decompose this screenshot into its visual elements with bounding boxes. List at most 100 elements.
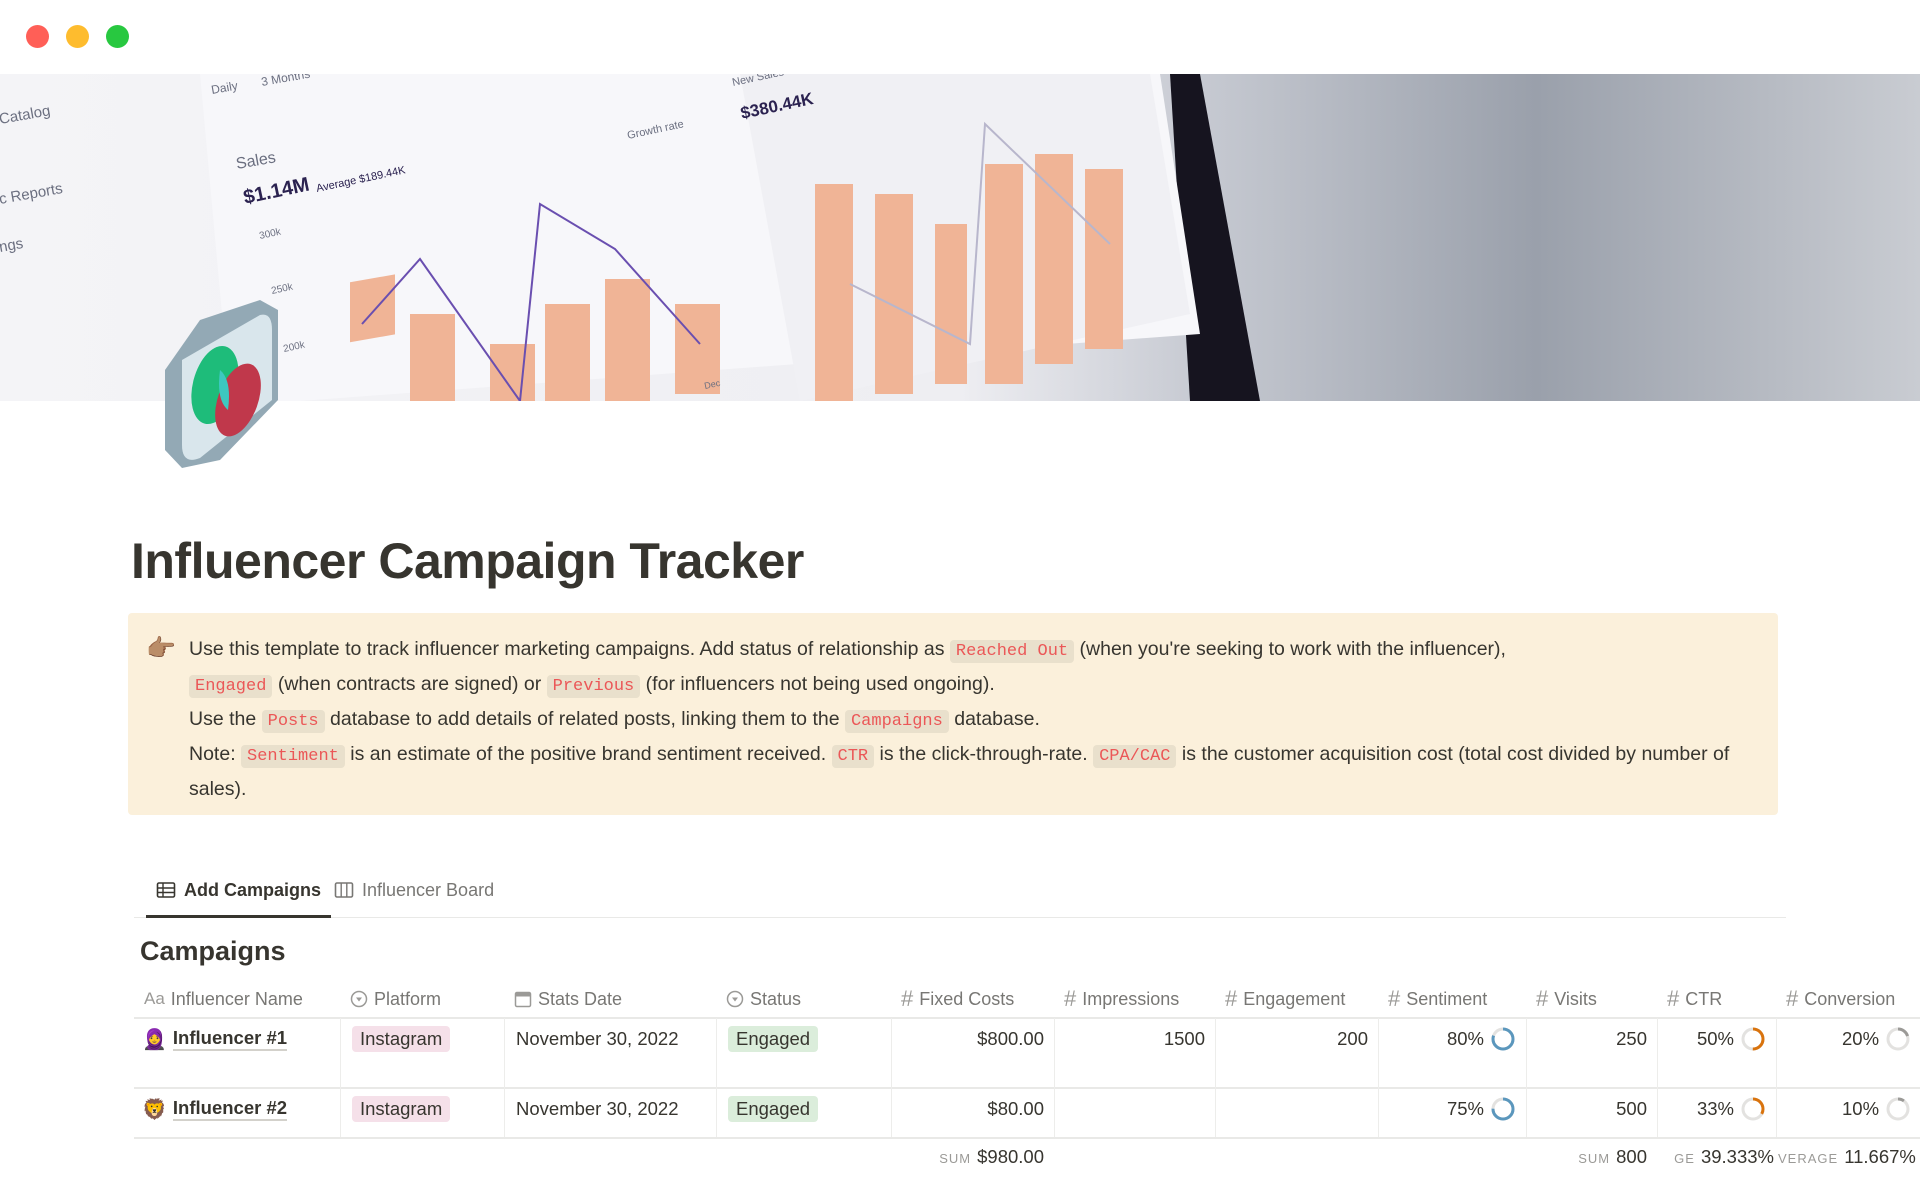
influencer-name-cell[interactable]: 🧕 Influencer #1 [142, 1026, 288, 1052]
fixed-costs-cell[interactable]: $80.00 [987, 1098, 1044, 1119]
column-divider [1378, 1018, 1379, 1137]
column-header-label: Platform [374, 988, 442, 1009]
callout-text-part: Use the [189, 708, 262, 730]
cover-text: Daily [210, 79, 239, 97]
engagement-cell[interactable]: 200 [1337, 1028, 1368, 1049]
row-divider [134, 1137, 1920, 1139]
window-titlebar [0, 0, 1920, 74]
cover-text: Sales [235, 149, 277, 173]
callout-text: Use this template to track influencer ma… [189, 633, 1738, 805]
column-header-status[interactable]: Status [716, 980, 891, 1018]
platform-cell[interactable]: Instagram [352, 1096, 451, 1122]
ctr-average[interactable]: GE 39.333% [1674, 1146, 1774, 1168]
cover-text: 200k [282, 339, 306, 354]
view-tabs: Add Campaigns Influencer Board [134, 870, 1786, 918]
code-reached-out: Reached Out [949, 640, 1075, 663]
conversion-cell[interactable]: 20% [1842, 1026, 1911, 1052]
conversion-progress-ring [1886, 1027, 1910, 1051]
code-previous: Previous [546, 675, 641, 698]
column-header-platform[interactable]: Platform [340, 980, 504, 1018]
column-header-influencer-name[interactable]: Aa Influencer Name [134, 980, 340, 1018]
column-divider [1657, 1018, 1658, 1137]
callout-text-part: database. [948, 708, 1040, 730]
database-title[interactable]: Campaigns [140, 936, 286, 966]
aggregate-value: 800 [1616, 1146, 1647, 1167]
close-window-button[interactable] [26, 25, 49, 48]
sentiment-progress-ring [1491, 1097, 1515, 1121]
sentiment-cell[interactable]: 80% [1447, 1026, 1516, 1052]
aggregate-value: 39.333% [1700, 1146, 1774, 1167]
influencer-name-link[interactable]: Influencer #1 [172, 1027, 288, 1051]
conversion-progress-ring [1886, 1097, 1910, 1121]
cover-text: ngs [0, 235, 25, 256]
sentiment-progress-ring [1491, 1027, 1515, 1051]
column-header-fixed-costs[interactable]: # Fixed Costs [891, 980, 1054, 1018]
column-header-label: Conversion [1804, 988, 1896, 1009]
tab-add-campaigns[interactable]: Add Campaigns [146, 880, 332, 918]
callout-text-part: (for influencers not being used ongoing)… [640, 673, 995, 695]
row-divider [134, 1087, 1920, 1089]
column-divider [1776, 1018, 1777, 1137]
column-header-sentiment[interactable]: # Sentiment [1378, 980, 1526, 1018]
cover-text: 250k [270, 281, 294, 296]
aggregate-label: SUM [939, 1151, 972, 1166]
visits-cell[interactable]: 500 [1616, 1098, 1647, 1119]
column-header-conversion[interactable]: # Conversion [1776, 980, 1920, 1018]
column-divider [504, 1018, 505, 1137]
conversion-cell[interactable]: 10% [1842, 1096, 1911, 1122]
column-header-label: Influencer Name [170, 988, 303, 1009]
aggregate-label: SUM [1578, 1151, 1611, 1166]
fixed-costs-cell[interactable]: $800.00 [977, 1028, 1044, 1049]
impressions-cell[interactable]: 1500 [1163, 1028, 1205, 1049]
influencer-name-cell[interactable]: 🦁 Influencer #2 [142, 1096, 288, 1122]
row-divider [134, 1017, 1920, 1019]
column-divider [1526, 1018, 1527, 1137]
number-property-icon: # [1667, 986, 1680, 1011]
stats-date-cell[interactable]: November 30, 2022 [516, 1098, 679, 1119]
page-title: Influencer Campaign Tracker [131, 533, 804, 589]
callout-text-part: (when you're seeking to work with the in… [1074, 638, 1506, 660]
page-icon[interactable] [160, 300, 290, 470]
column-header-label: Visits [1554, 988, 1597, 1009]
platform-cell[interactable]: Instagram [352, 1026, 451, 1052]
column-divider [1054, 1018, 1055, 1137]
conversion-average[interactable]: VERAGE 11.667% [1778, 1146, 1916, 1168]
column-divider [340, 1018, 341, 1137]
stats-date-cell[interactable]: November 30, 2022 [516, 1028, 679, 1049]
influencer-name-link[interactable]: Influencer #2 [172, 1097, 288, 1121]
board-icon [334, 882, 354, 898]
tab-label: Add Campaigns [184, 880, 322, 900]
avatar: 🧕 [142, 1028, 167, 1051]
tab-influencer-board[interactable]: Influencer Board [334, 880, 494, 918]
avatar: 🦁 [142, 1098, 167, 1121]
visits-cell[interactable]: 250 [1616, 1028, 1647, 1049]
maximize-window-button[interactable] [106, 25, 129, 48]
ctr-cell[interactable]: 50% [1697, 1026, 1766, 1052]
code-campaigns: Campaigns [844, 710, 949, 733]
status-tag: Engaged [728, 1096, 819, 1122]
column-header-ctr[interactable]: # CTR [1657, 980, 1776, 1018]
code-posts: Posts [261, 710, 325, 733]
column-header-engagement[interactable]: # Engagement [1215, 980, 1378, 1018]
callout: 👉🏽 Use this template to track influencer… [128, 613, 1778, 815]
ctr-cell[interactable]: 33% [1697, 1096, 1766, 1122]
platform-tag: Instagram [352, 1026, 451, 1052]
aggregate-value: 11.667% [1844, 1146, 1916, 1167]
ctr-value: 50% [1696, 1028, 1734, 1049]
column-divider [716, 1018, 717, 1137]
callout-text-part: database to add details of related posts… [324, 708, 845, 730]
table-icon [156, 882, 176, 898]
minimize-window-button[interactable] [66, 25, 89, 48]
column-header-label: Status [750, 988, 802, 1009]
conversion-value: 10% [1842, 1098, 1880, 1119]
status-cell[interactable]: Engaged [728, 1026, 819, 1052]
column-header-impressions[interactable]: # Impressions [1054, 980, 1215, 1018]
cover-image: Catalog c Reports ngs Daily 3 Months Sal… [0, 74, 1920, 401]
sentiment-cell[interactable]: 75% [1447, 1096, 1516, 1122]
fixed-costs-sum[interactable]: SUM $980.00 [939, 1146, 1044, 1168]
column-header-visits[interactable]: # Visits [1526, 980, 1657, 1018]
column-header-stats-date[interactable]: Stats Date [504, 980, 716, 1018]
visits-sum[interactable]: SUM 800 [1578, 1146, 1647, 1168]
column-header-label: Stats Date [538, 988, 623, 1009]
status-cell[interactable]: Engaged [728, 1096, 819, 1122]
